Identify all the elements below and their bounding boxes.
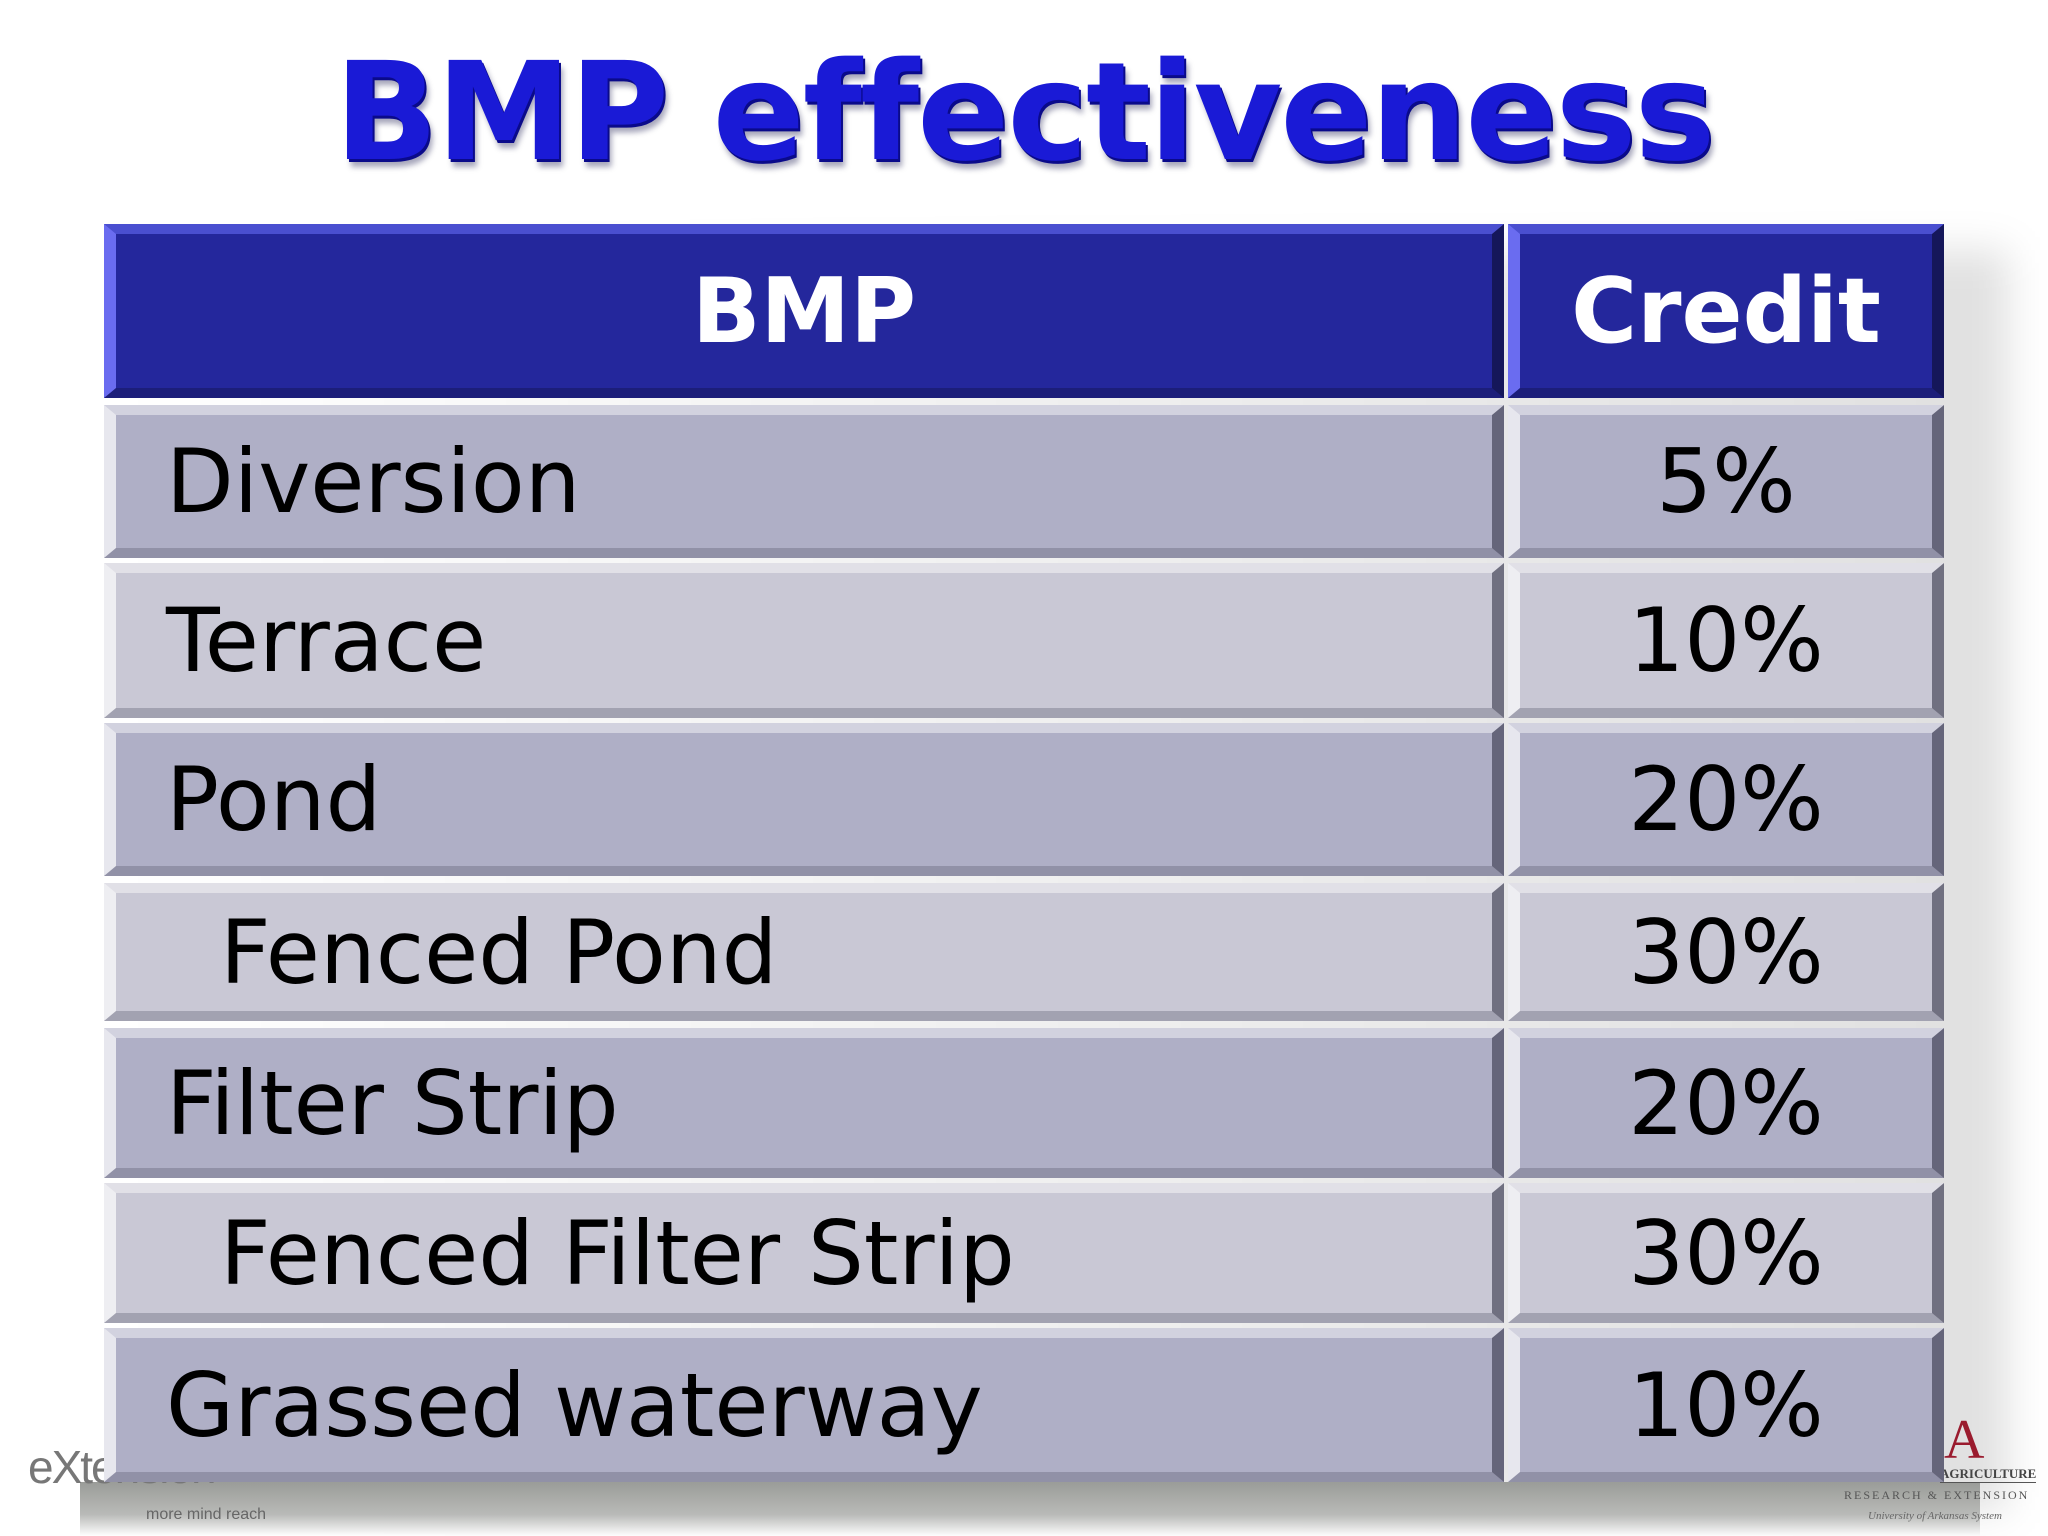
bmp-name: Fenced Filter Strip <box>220 1201 1015 1305</box>
footer-band <box>80 1482 1980 1536</box>
bmp-cell: Terrace <box>104 563 1504 718</box>
agriculture-a-mark-icon: A <box>1944 1409 1985 1471</box>
bmp-name: Diversion <box>166 430 581 533</box>
credit-cell: 5% <box>1508 405 1944 558</box>
table-row: Grassed waterway 10% <box>104 1328 1944 1482</box>
credit-cell: 10% <box>1508 1328 1944 1482</box>
credit-cell: 10% <box>1508 563 1944 718</box>
header-cell-credit: Credit <box>1508 224 1944 398</box>
bmp-name: Filter Strip <box>166 1051 619 1155</box>
table-row: Pond 20% <box>104 723 1944 876</box>
bmp-cell: Fenced Pond <box>104 883 1504 1021</box>
credit-cell: 30% <box>1508 883 1944 1021</box>
bmp-cell: Pond <box>104 723 1504 876</box>
credit-value: 10% <box>1628 589 1824 692</box>
bmp-cell: Fenced Filter Strip <box>104 1183 1504 1323</box>
table-row: Filter Strip 20% <box>104 1028 1944 1178</box>
bmp-cell: Diversion <box>104 405 1504 558</box>
extension-logo-tagline: more mind reach <box>146 1506 267 1523</box>
bmp-name: Grassed waterway <box>166 1353 983 1457</box>
header-cell-bmp: BMP <box>104 224 1504 398</box>
credit-value: 30% <box>1628 1201 1824 1305</box>
header-label-credit: Credit <box>1571 258 1881 364</box>
table-header-row: BMP Credit <box>104 224 1944 398</box>
bmp-name: Fenced Pond <box>220 900 778 1004</box>
bmp-name: Pond <box>166 748 382 851</box>
bmp-name: Terrace <box>166 589 487 692</box>
uark-agriculture-logo: A AGRICULTURE RESEARCH & EXTENSION Unive… <box>1840 1412 2048 1536</box>
table-row: Fenced Filter Strip 30% <box>104 1183 1944 1323</box>
credit-value: 10% <box>1628 1353 1824 1457</box>
logo-line-university: University of Arkansas System <box>1868 1510 2002 1522</box>
credit-value: 20% <box>1628 748 1824 851</box>
credit-value: 30% <box>1628 900 1824 1004</box>
table-row: Terrace 10% <box>104 563 1944 718</box>
logo-line-research-extension: RESEARCH & EXTENSION <box>1844 1488 2030 1502</box>
credit-cell: 20% <box>1508 723 1944 876</box>
table-row: Diversion 5% <box>104 405 1944 558</box>
slide-title: BMP effectiveness <box>334 34 1716 192</box>
credit-value: 5% <box>1656 430 1796 533</box>
logo-line-agriculture: AGRICULTURE <box>1940 1466 2037 1483</box>
credit-cell: 20% <box>1508 1028 1944 1178</box>
bmp-cell: Filter Strip <box>104 1028 1504 1178</box>
credit-cell: 30% <box>1508 1183 1944 1323</box>
bmp-cell: Grassed waterway <box>104 1328 1504 1482</box>
credit-value: 20% <box>1628 1051 1824 1155</box>
header-label-bmp: BMP <box>691 258 917 364</box>
table-row: Fenced Pond 30% <box>104 883 1944 1021</box>
